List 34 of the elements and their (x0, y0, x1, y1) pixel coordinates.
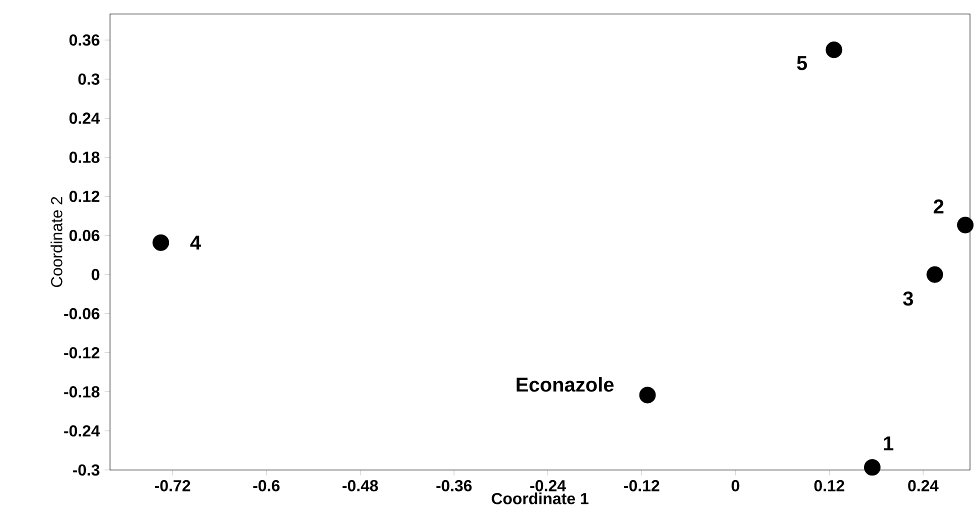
x-tick-label: 0.12 (814, 480, 844, 492)
point (639, 386, 656, 404)
point (864, 459, 881, 476)
y-tick-label: -0.06 (64, 308, 100, 320)
y-tick-label: -0.24 (64, 425, 100, 437)
y-tick-label: 0.24 (69, 112, 100, 124)
y-tick-label: 0.06 (69, 230, 100, 242)
x-tick-label: -0.36 (436, 480, 472, 492)
y-tick-label: -0.3 (73, 464, 100, 476)
annotation: 1 (884, 436, 894, 450)
y-tick-label: 0 (92, 268, 100, 280)
y-tick-label: -0.18 (64, 386, 100, 398)
y-tick-label: -0.12 (64, 347, 100, 358)
annotation: 5 (797, 56, 807, 70)
x-tick-label: 0.24 (908, 480, 939, 492)
y-axis-title: Coordinate 2 (50, 197, 62, 287)
annotation: Econazole (516, 377, 614, 392)
x-tick-label: -0.24 (530, 480, 566, 492)
x-tick-label: -0.12 (624, 480, 660, 492)
point (826, 42, 842, 58)
annotation: 2 (934, 199, 944, 214)
annotation: 4 (190, 236, 201, 250)
y-tick-label: 0.3 (78, 73, 100, 85)
y-tick-label: 0.12 (69, 190, 100, 202)
x-tick-label: -0.6 (253, 480, 280, 492)
y-tick-label: 0.36 (69, 34, 100, 46)
x-tick-label: 0 (732, 480, 740, 492)
point (152, 234, 170, 251)
annotation: 3 (903, 291, 913, 306)
y-tick-label: 0.18 (69, 152, 100, 163)
x-tick-label: -0.48 (342, 480, 378, 492)
point (926, 266, 944, 283)
x-tick-label: -0.72 (154, 480, 190, 492)
x-axis-title: Coordinate 1 (492, 492, 588, 504)
